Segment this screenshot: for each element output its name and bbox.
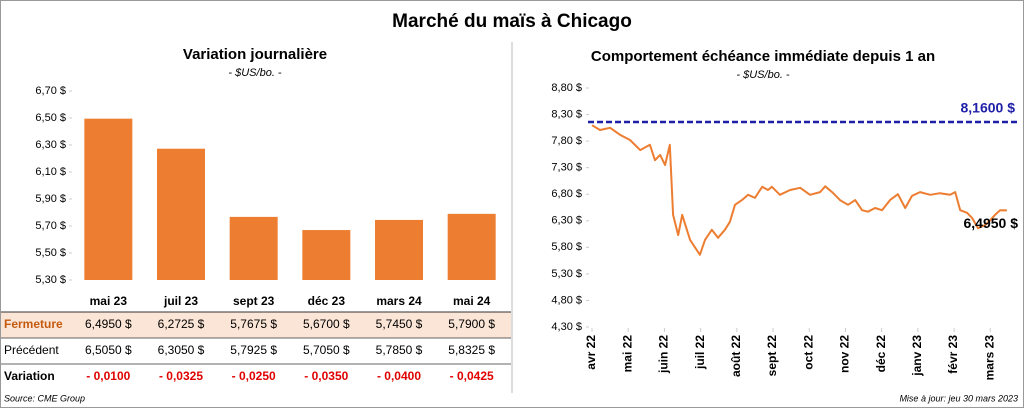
row-label: Fermeture — [4, 317, 63, 331]
table-cell: - 0,0425 — [450, 369, 494, 383]
price-line — [591, 124, 1007, 256]
page-title: Marché du maïs à Chicago — [392, 11, 632, 32]
y-tick-label: 8,30 $ — [551, 108, 582, 120]
x-tick-label: oct 22 — [801, 335, 815, 370]
table-cell: 6,2725 $ — [158, 317, 205, 331]
x-tick-label: juil 23 — [163, 294, 198, 308]
table-cell: - 0,0400 — [377, 369, 421, 383]
y-tick-label: 5,70 $ — [35, 220, 66, 232]
x-tick-label: mai 24 — [453, 294, 491, 308]
row-highlight — [1, 312, 511, 338]
y-tick-label: 6,30 $ — [551, 215, 582, 227]
y-tick-label: 6,10 $ — [35, 166, 66, 178]
x-tick-label: sept 23 — [233, 294, 275, 308]
x-tick-label: déc 22 — [874, 335, 888, 373]
y-tick-label: 5,30 $ — [551, 268, 582, 280]
update-note: Mise à jour: jeu 30 mars 2023 — [899, 393, 1018, 403]
x-tick-label: janv 23 — [910, 335, 924, 377]
x-tick-label: mai 23 — [90, 294, 128, 308]
x-tick-label: mai 22 — [620, 335, 634, 373]
table-cell: 5,7850 $ — [376, 343, 423, 357]
source: Source: CME Group — [4, 393, 85, 403]
bar — [447, 213, 496, 280]
table-cell: 5,7050 $ — [303, 343, 350, 357]
table-cell: 5,7925 $ — [230, 343, 277, 357]
bar — [157, 148, 205, 280]
chart-title: Variation journalière — [183, 46, 327, 63]
x-tick-label: avr 22 — [584, 335, 598, 370]
x-tick-label: mars 23 — [982, 335, 996, 381]
x-tick-label: févr 23 — [946, 335, 960, 374]
bar — [375, 219, 423, 280]
y-tick-label: 6,70 $ — [35, 85, 66, 97]
x-tick-label: juil 22 — [693, 335, 707, 370]
y-tick-label: 7,30 $ — [551, 162, 582, 174]
chart-subtitle: - $US/bo. - — [736, 69, 790, 81]
x-tick-label: juin 22 — [657, 335, 671, 374]
table-cell: 5,8325 $ — [448, 343, 495, 357]
y-tick-label: 6,50 $ — [35, 112, 66, 124]
bar — [84, 118, 133, 280]
table-cell: 5,7450 $ — [376, 317, 423, 331]
x-tick-label: sept 22 — [765, 335, 779, 377]
table-cell: 5,7900 $ — [448, 317, 495, 331]
table-cell: - 0,0100 — [86, 369, 130, 383]
y-tick-label: 4,80 $ — [551, 294, 582, 306]
reference-label: 8,1600 $ — [961, 100, 1016, 116]
y-tick-label: 6,30 $ — [35, 139, 66, 151]
row-label: Variation — [4, 369, 55, 383]
table-cell: - 0,0325 — [159, 369, 203, 383]
table-cell: 5,7675 $ — [230, 317, 277, 331]
table-cell: 6,4950 $ — [85, 317, 132, 331]
table-cell: - 0,0250 — [232, 369, 276, 383]
x-tick-label: mars 24 — [376, 294, 422, 308]
table-cell: 6,3050 $ — [158, 343, 205, 357]
y-tick-label: 8,80 $ — [551, 82, 582, 94]
y-tick-label: 5,80 $ — [551, 241, 582, 253]
last-value-label: 6,4950 $ — [964, 215, 1019, 231]
bar — [302, 230, 351, 280]
table-cell: 6,5050 $ — [85, 343, 132, 357]
y-tick-label: 4,30 $ — [551, 321, 582, 333]
x-tick-label: nov 22 — [838, 335, 852, 373]
y-tick-label: 5,50 $ — [35, 247, 66, 259]
y-tick-label: 5,90 $ — [35, 193, 66, 205]
y-tick-label: 5,30 $ — [35, 274, 66, 286]
row-label: Précédent — [4, 343, 59, 357]
x-tick-label: août 22 — [729, 335, 743, 377]
chart-title: Comportement échéance immédiate depuis 1… — [591, 48, 935, 65]
table-cell: 5,6700 $ — [303, 317, 350, 331]
table-cell: - 0,0350 — [304, 369, 348, 383]
chart-subtitle: - $US/bo. - — [228, 67, 282, 79]
y-tick-label: 6,80 $ — [551, 188, 582, 200]
x-tick-label: déc 23 — [308, 294, 346, 308]
bar — [229, 216, 278, 280]
y-tick-label: 7,80 $ — [551, 135, 582, 147]
